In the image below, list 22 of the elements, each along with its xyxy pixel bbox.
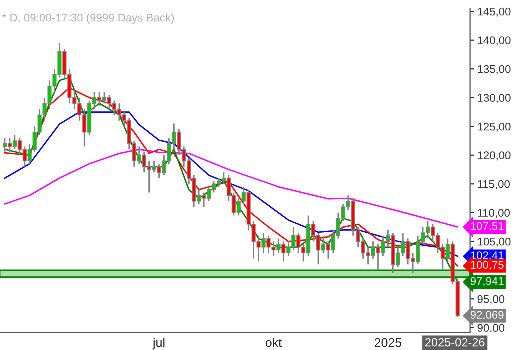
chart-title: * D, 09:00-17:30 (9999 Days Back): [2, 14, 174, 24]
annotation: 100,75: [471, 261, 504, 270]
annotation: 107,51: [471, 222, 504, 232]
y-tick-label: 110,00: [478, 209, 510, 218]
y-tick-label: 135,00: [478, 65, 511, 75]
annotation: 97,941: [470, 277, 504, 287]
x-tick-label: okt: [266, 338, 282, 348]
y-tick-label: 130,00: [478, 94, 511, 104]
line-series: [4, 148, 459, 228]
x-tick-label: 2025: [374, 338, 402, 348]
annotation: 92,069: [470, 311, 504, 320]
y-tick-label: 90,00: [478, 324, 505, 334]
y-tick-label: 125,00: [478, 122, 511, 132]
y-tick-label: 105,00: [478, 238, 511, 248]
annotation: 102,41: [471, 252, 504, 261]
y-tick-label: 140,00: [478, 36, 511, 46]
y-tick-label: 115,00: [478, 180, 510, 190]
y-tick-label: 95,00: [478, 295, 505, 305]
text: 2025-02-26: [425, 338, 485, 347]
y-tick-label: 120,00: [478, 152, 511, 161]
x-tick-label: jul: [152, 338, 165, 350]
y-tick-label: 145,00: [478, 8, 511, 18]
